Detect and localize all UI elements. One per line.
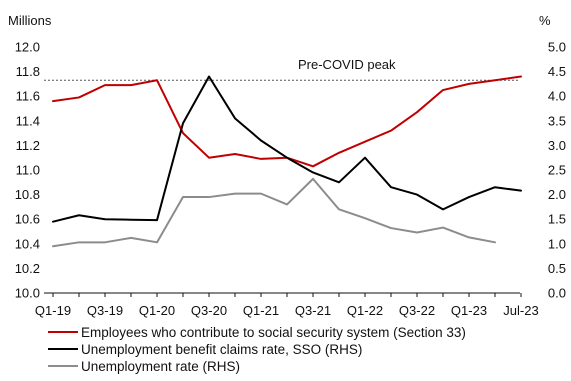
x-axis-ticks: Q1-19 Q3-19 Q1-20 Q3-20 Q1-21 Q3-21 Q1-22 Q3-22… [35,293,539,318]
left-axis-ticks: 10.0 10.2 10.4 10.6 10.8 11.0 11.2 11.4 11.6 11.8… [15,40,40,301]
series-layer [52,75,522,248]
x-tick-label: Q1-20 [139,303,175,318]
left-tick-label: 10.0 [15,286,40,301]
left-tick-label: 10.6 [15,212,40,227]
x-tick-label: Q3-19 [87,303,123,318]
left-tick-label: 10.8 [15,187,40,202]
series-line-3 [52,177,496,248]
right-tick-label: 0.5 [548,261,566,276]
series-line-1 [52,75,522,168]
right-tick-label: 0.0 [548,286,566,301]
x-tick-label: Q3-21 [295,303,331,318]
right-axis-unit: % [539,13,551,28]
right-tick-label: 2.0 [548,187,566,202]
right-tick-label: 5.0 [548,40,566,55]
right-tick-label: 4.0 [548,89,566,104]
right-tick-label: 1.5 [548,212,566,227]
pre-covid-peak-reference: Pre-COVID peak [44,57,520,81]
left-tick-label: 10.4 [15,236,40,251]
legend-label: Employees who contribute to social secur… [81,325,466,340]
right-tick-label: 2.5 [548,163,566,178]
left-tick-label: 12.0 [15,40,40,55]
x-tick-label: Q1-21 [243,303,279,318]
legend-label: Unemployment rate (RHS) [81,359,240,374]
left-tick-label: 11.8 [16,64,40,79]
left-tick-label: 10.2 [15,261,40,276]
x-tick-label: Q1-19 [35,303,71,318]
right-axis-ticks: 0.0 0.5 1.0 1.5 2.0 2.5 3.0 3.5 4.0 4.5 5.0 [548,40,566,301]
x-tick-label: Q1-23 [451,303,487,318]
legend-label: Unemployment benefit claims rate, SSO (R… [81,342,362,357]
x-tick-label: Q1-22 [347,303,383,318]
series-line-2 [52,75,522,223]
left-tick-label: 11.6 [16,89,40,104]
x-tick-label: Q3-20 [191,303,227,318]
x-tick-label: Jul-23 [503,303,538,318]
left-tick-label: 11.4 [16,113,40,128]
right-tick-label: 1.0 [548,236,566,251]
left-tick-label: 11.2 [16,138,40,153]
right-tick-label: 3.5 [548,113,566,128]
right-tick-label: 3.0 [548,138,566,153]
right-tick-label: 4.5 [548,64,566,79]
pre-covid-peak-label: Pre-COVID peak [298,57,396,72]
legend: Employees who contribute to social secur… [48,325,466,374]
left-axis-unit: Millions [8,13,52,28]
x-tick-label: Q3-22 [399,303,435,318]
left-tick-label: 11.0 [16,163,40,178]
